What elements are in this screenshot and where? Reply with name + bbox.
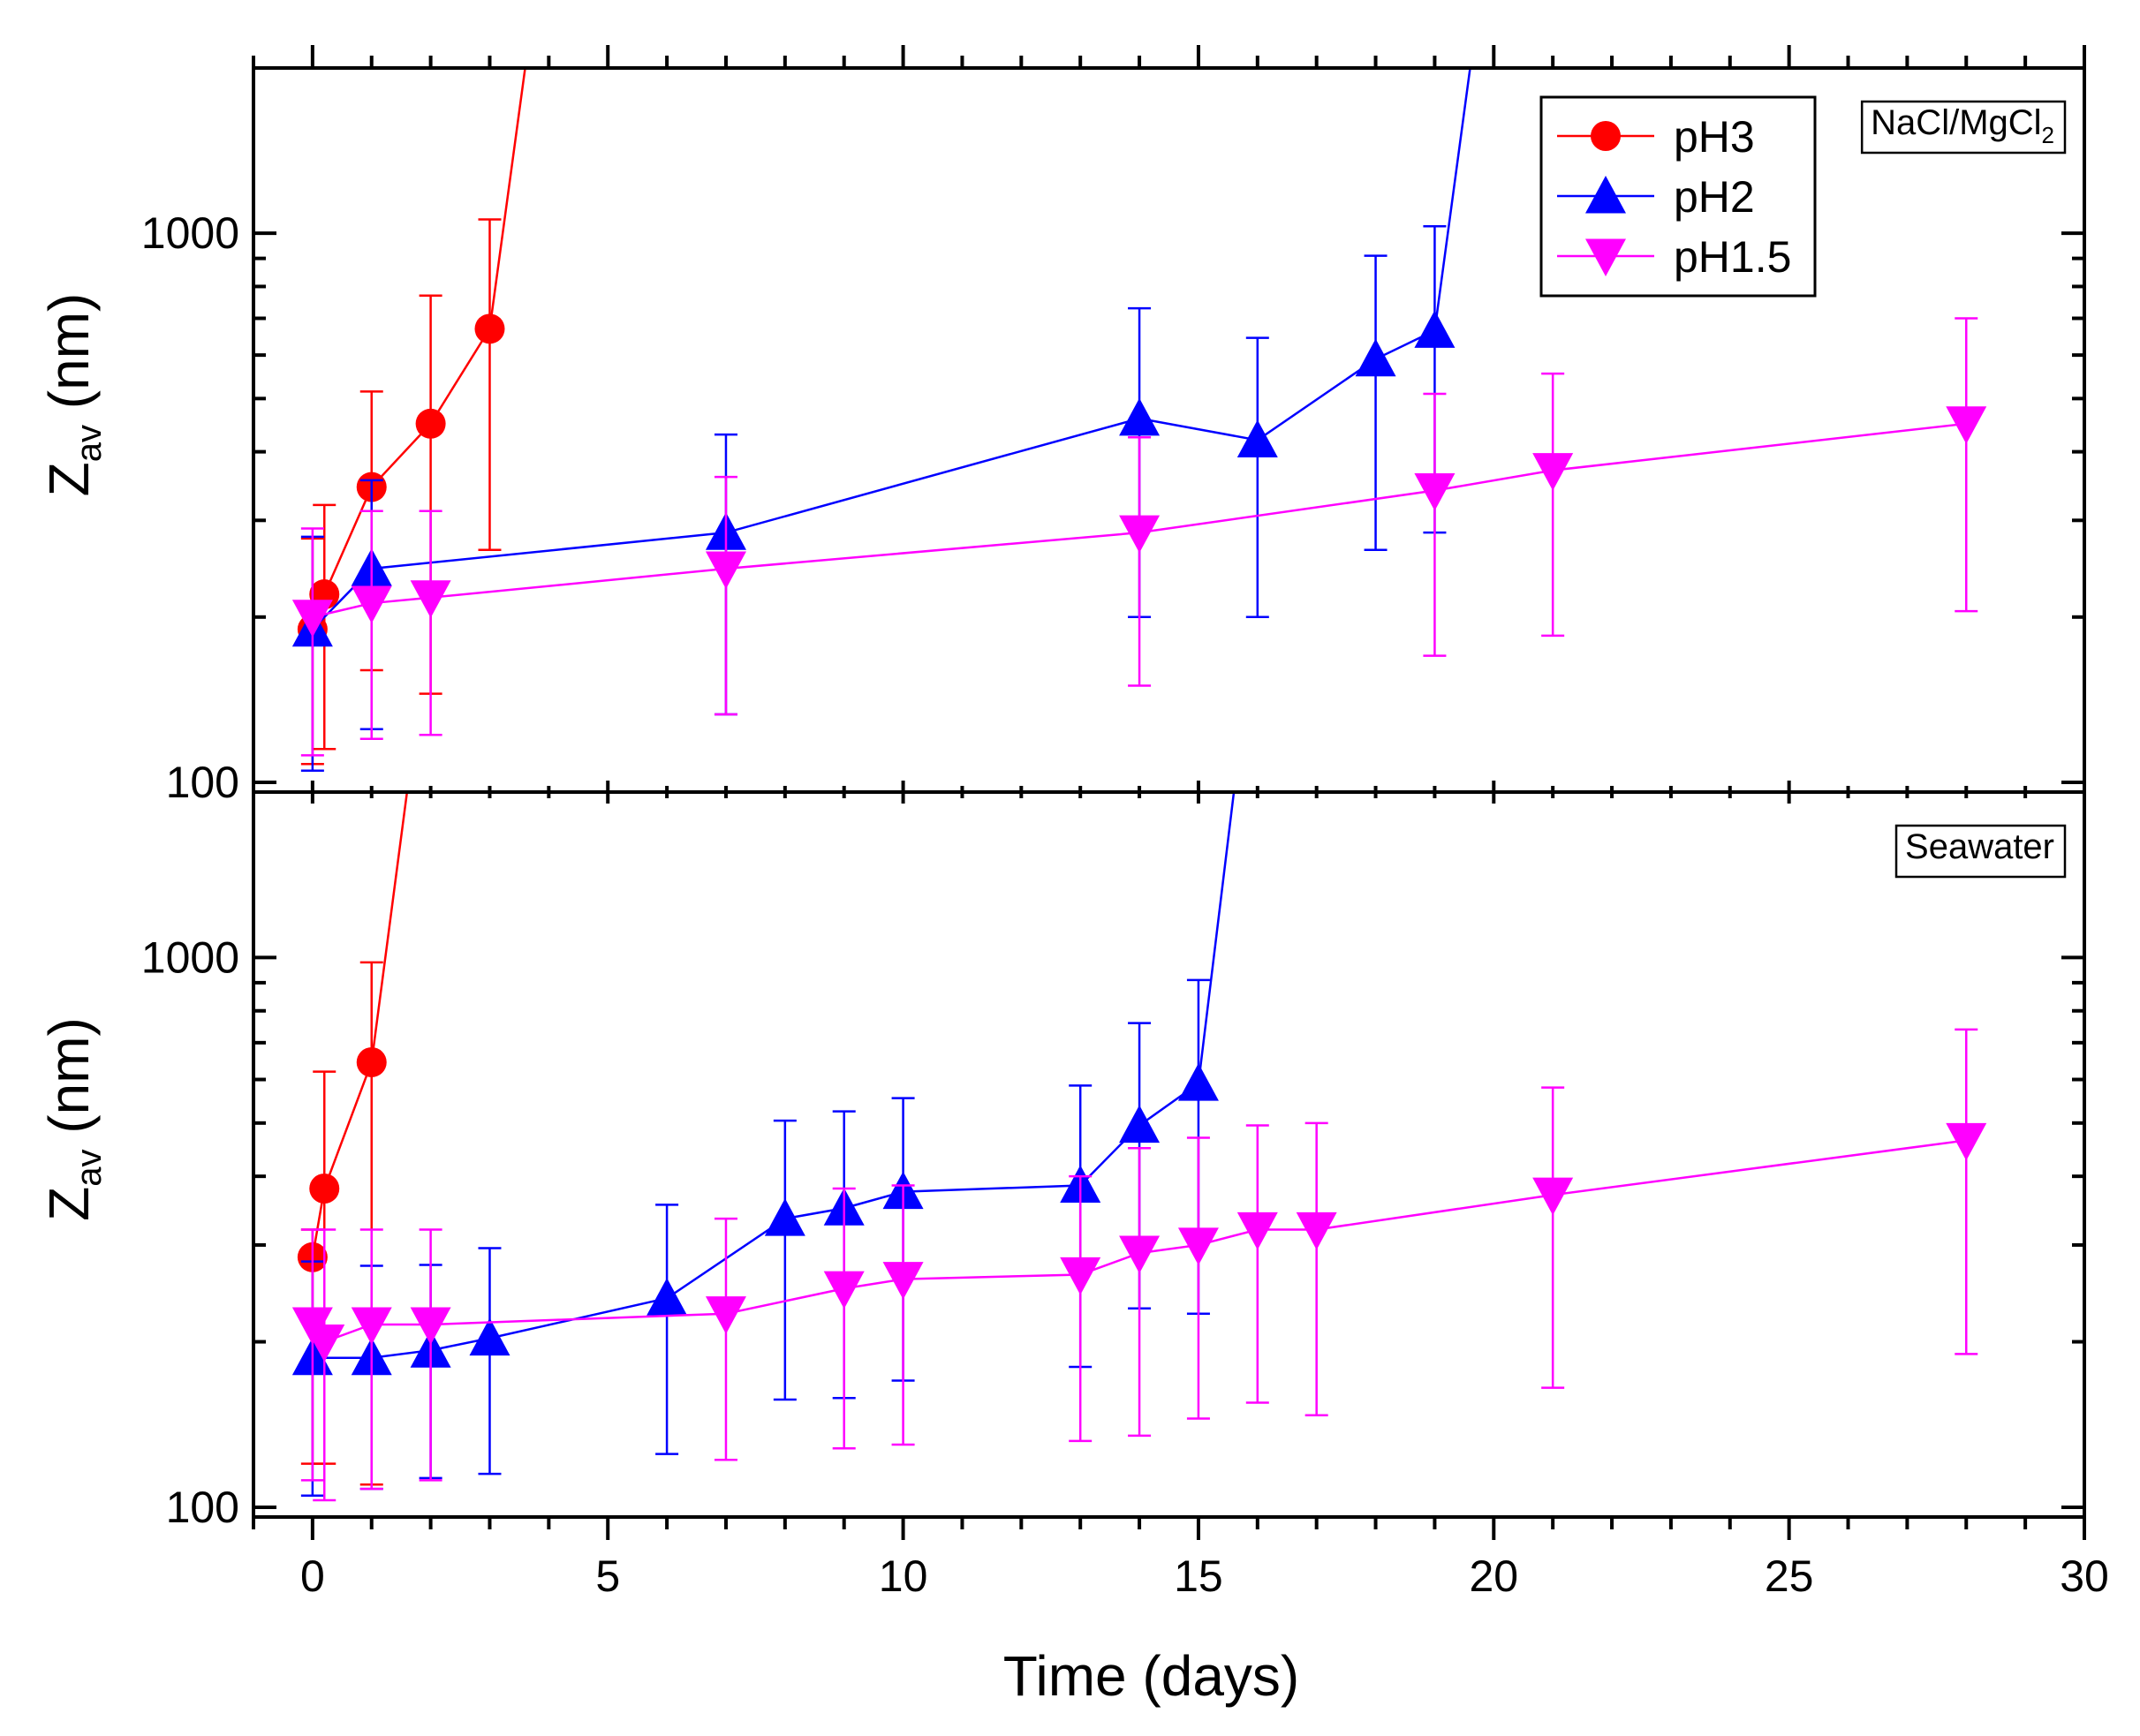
panel-label-text: Seawater [1905,827,2054,866]
series-line [311,68,1471,630]
data-point [1414,310,1456,348]
data-point [705,1296,746,1334]
y-axis-title: Zav (nm) [37,293,109,497]
data-point [1236,419,1278,457]
data-point [1119,1105,1161,1143]
x-axis-title: Time (days) [1003,1644,1299,1708]
data-point [291,600,333,638]
series-ph2 [291,68,1471,773]
y-tick-label: 100 [166,1483,239,1532]
legend: pH3 pH2 pH1.5 [1539,95,1817,298]
x-tick-label: 20 [1469,1551,1518,1601]
data-point [1532,1177,1574,1216]
y-axis-title-main: Z [37,1187,101,1221]
series-ph3 [297,792,409,1486]
panel-label: Seawater [1894,824,2067,879]
data-point [415,408,446,439]
panel-top: 100 1000 Zav (nm) NaCl/MgCl2 [37,66,2084,807]
data-point [1236,1211,1278,1250]
legend-marker [1585,238,1626,276]
data-point [882,1262,924,1300]
x-tick-label: 10 [879,1551,928,1601]
data-point [351,585,392,624]
x-tick-label: 15 [1174,1551,1223,1601]
series-ph1-5 [291,1028,1987,1502]
series-ph1-5 [291,317,1987,757]
legend-marker [1585,176,1626,214]
data-point [410,1307,451,1346]
data-point [823,1271,865,1310]
y-axis-title-main: Z [37,462,101,496]
y-axis-title-unit: (nm) [37,293,101,425]
data-point [1060,1257,1101,1295]
x-tick-label: 25 [1765,1551,1814,1601]
data-point [351,1307,392,1346]
data-point [1177,1063,1219,1101]
data-point [1177,1227,1219,1265]
y-axis: 100 1000 [141,66,2084,807]
data-point [469,1317,510,1356]
panel-label-box [1894,824,2067,879]
x-tick-label: 5 [595,1551,620,1601]
x-tick-label: 30 [2060,1551,2109,1601]
data-point [1414,472,1456,511]
series-line [312,792,1236,1359]
data-point [1119,397,1161,436]
panel-label-text: NaCl/MgCl2 [1871,103,2054,148]
y-axis-title-unit: (nm) [37,1017,101,1149]
legend-label: pH2 [1674,172,1755,222]
data-point [705,551,746,589]
data-point [356,1046,387,1077]
legend-label: pH3 [1674,112,1755,162]
y-axis: 100 1000 [141,790,2084,1532]
series-ph3 [297,68,526,766]
y-axis-title-sub: av [70,1149,109,1186]
series-line [311,792,409,1258]
series-ph2 [291,792,1236,1498]
shared-x-axis: 0 5 10 15 20 25 30 Time (days) [252,45,2109,1708]
panel-label-main: NaCl/MgCl [1871,103,2041,142]
data-point [304,1325,345,1362]
data-point [1355,338,1396,377]
panel-label-box [1860,100,2067,155]
legend-entry-ph2: pH2 [1557,172,1755,222]
data-point [1946,406,1987,444]
data-point [1119,515,1161,554]
y-tick-label: 1000 [141,932,239,982]
y-axis-title: Zav (nm) [37,1017,109,1221]
panel-label-sub: 2 [2042,122,2054,148]
y-axis-title-sub: av [70,425,109,462]
data-point [1296,1211,1337,1250]
panel-label-main: Seawater [1905,827,2054,866]
data-point [309,1174,340,1204]
legend-entry-ph1-5: pH1.5 [1557,232,1791,282]
data-point [1119,1235,1161,1274]
plot-area [291,792,1987,1502]
legend-marker [1591,121,1621,151]
plot-area [291,68,1987,773]
series-line [311,68,526,630]
data-point [474,313,505,344]
data-point [1532,453,1574,491]
data-point [1946,1122,1987,1161]
x-tick-label: 0 [300,1551,325,1601]
data-point [764,1198,805,1236]
y-tick-label: 1000 [141,208,239,258]
data-point [410,580,451,618]
legend-label: pH1.5 [1674,232,1791,282]
panel-label: NaCl/MgCl2 [1860,100,2067,155]
y-tick-label: 100 [166,758,239,807]
legend-entry-ph3: pH3 [1557,112,1755,162]
data-point [647,1278,688,1316]
panel-bottom: 100 1000 Zav (nm) Seawater [37,790,2084,1532]
